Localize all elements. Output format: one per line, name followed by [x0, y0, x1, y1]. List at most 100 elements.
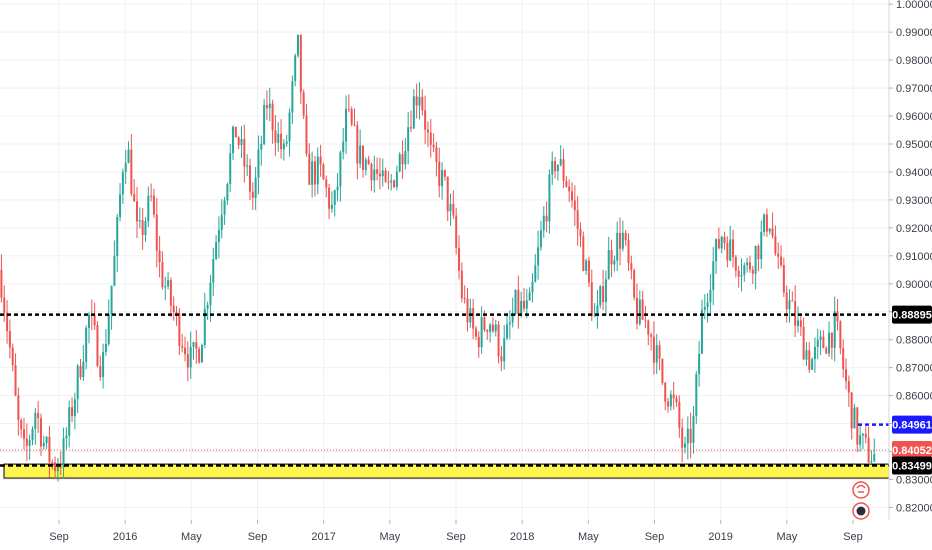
candle [68, 400, 71, 448]
candle [587, 256, 590, 287]
event-icon[interactable] [852, 502, 870, 520]
candle [650, 332, 653, 351]
x-tick-label: Sep [248, 531, 268, 543]
candle [607, 236, 610, 280]
candle [39, 413, 42, 456]
candle [378, 157, 381, 190]
candle [551, 151, 554, 185]
candle [356, 121, 359, 180]
candle [28, 434, 31, 460]
candle-body [856, 407, 859, 445]
blue-level-label-text: 0.84961 [892, 420, 932, 432]
candle [856, 406, 859, 453]
candle [347, 94, 350, 113]
candle [455, 207, 458, 255]
current-price-price-label[interactable]: 0.84052 [892, 441, 932, 460]
candle-body [446, 176, 449, 212]
candle [463, 285, 466, 304]
candle [395, 165, 398, 191]
y-tick-label: 1.00000 [896, 0, 932, 11]
candle-body [51, 462, 54, 464]
candle-body [698, 353, 701, 375]
candle-body [825, 347, 828, 354]
candle-body [517, 289, 520, 314]
alert-icon[interactable] [852, 481, 870, 499]
candle [700, 299, 703, 354]
candle [664, 381, 667, 411]
candle-body [291, 81, 294, 113]
candle [99, 355, 102, 381]
candle [644, 306, 647, 328]
candle [110, 285, 113, 330]
candle [489, 323, 492, 343]
candle [559, 145, 562, 167]
candle [641, 290, 644, 320]
candle-body [404, 151, 407, 165]
candle-body [62, 438, 65, 468]
candle-body [441, 170, 444, 187]
candle-body [571, 191, 574, 201]
candle [20, 418, 23, 438]
candle-body [133, 194, 136, 202]
y-tick-label: 0.88000 [896, 335, 932, 347]
candle-body [282, 143, 285, 150]
candle [497, 320, 500, 364]
candle-body [339, 152, 342, 187]
candle [31, 426, 34, 446]
candle [596, 290, 599, 329]
candle [285, 134, 288, 147]
candle [715, 238, 718, 274]
candle [265, 90, 268, 120]
candle [71, 397, 74, 423]
resistance-label-bg [892, 305, 932, 324]
candle-body [585, 260, 588, 271]
candle-body [489, 324, 492, 332]
candle-body [565, 181, 568, 187]
candle [740, 258, 743, 292]
candle [720, 235, 723, 254]
candle-body [593, 315, 596, 317]
candle-body [212, 258, 215, 283]
candle-body [486, 329, 489, 332]
candle-body [333, 190, 336, 205]
candle-body [232, 126, 235, 154]
candle-body [11, 347, 14, 366]
candle-body [582, 236, 585, 271]
candle [723, 231, 726, 250]
candle-body [675, 398, 678, 403]
time-axis[interactable]: Sep 2016 May Sep 2017 May Sep 2018 May Sep 2019 May… [49, 520, 863, 543]
blue-level-price-label[interactable]: 0.84961 [892, 415, 932, 434]
candle [234, 126, 237, 138]
support-price-label[interactable]: 0.83499 [892, 456, 932, 475]
candle [243, 124, 246, 183]
candle [215, 235, 218, 261]
candle-body [271, 103, 274, 131]
support-label-bg [892, 456, 932, 475]
x-tick-label: 2019 [708, 531, 732, 543]
candle [203, 292, 206, 349]
candle [251, 182, 254, 211]
candle-body [579, 229, 582, 237]
candle [799, 314, 802, 336]
candle-body [110, 285, 113, 315]
resistance-price-label[interactable]: 0.88895 [892, 305, 932, 324]
candle [847, 375, 850, 407]
candle [294, 53, 297, 87]
candle [525, 288, 528, 319]
candle [794, 285, 797, 338]
candle [751, 265, 754, 285]
candle-body [683, 443, 686, 448]
candle-body [359, 145, 362, 164]
candle [384, 167, 387, 183]
candle-body [522, 300, 525, 309]
candle-body [802, 326, 805, 360]
candle-body [491, 324, 494, 332]
candle [113, 240, 116, 287]
candle [585, 258, 588, 275]
candle-body [746, 262, 749, 266]
y-tick-label: 0.99000 [896, 27, 932, 39]
candle [263, 99, 266, 146]
candle-body [537, 247, 540, 266]
